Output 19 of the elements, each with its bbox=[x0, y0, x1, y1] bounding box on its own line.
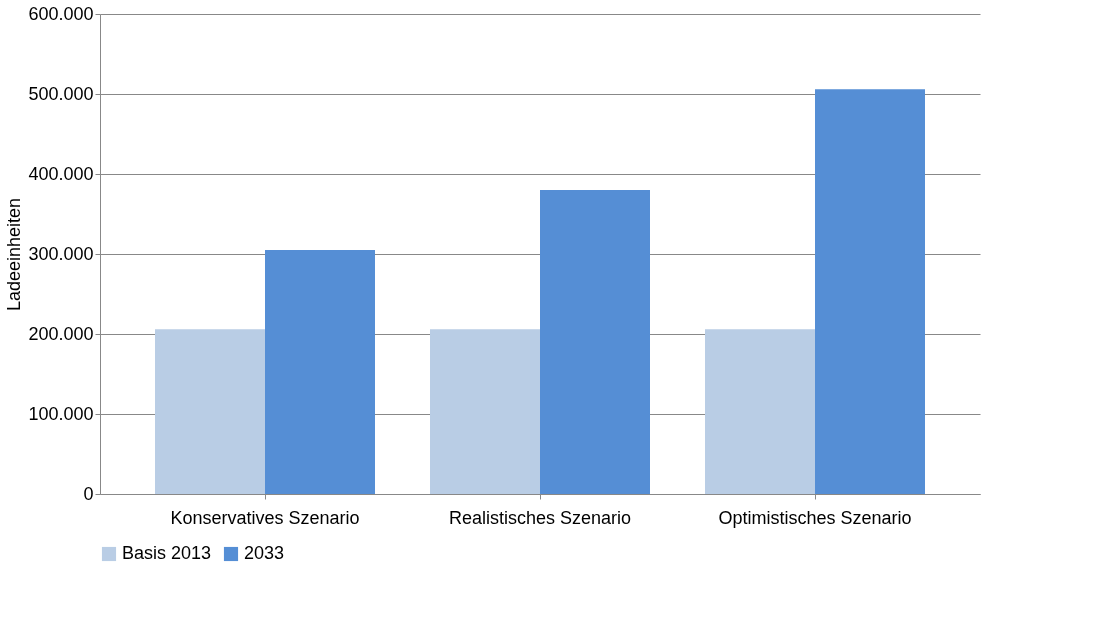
y-tick-label: 200.000 bbox=[28, 323, 94, 344]
bar bbox=[265, 250, 375, 494]
y-axis-title: Ladeeinheiten bbox=[4, 197, 25, 312]
x-tick-label: Optimistisches Szenario bbox=[718, 507, 912, 528]
bar bbox=[430, 329, 540, 494]
legend-label: 2033 bbox=[244, 543, 285, 563]
y-tick-label: 0 bbox=[83, 483, 94, 504]
x-tick-label: Realistisches Szenario bbox=[448, 507, 632, 528]
bar bbox=[705, 329, 815, 494]
x-tick-label: Konservatives Szenario bbox=[170, 507, 360, 528]
y-tick-label: 500.000 bbox=[28, 83, 94, 104]
y-tick-label: 300.000 bbox=[28, 243, 94, 264]
legend-label: Basis 2013 bbox=[122, 543, 212, 563]
bar bbox=[155, 329, 265, 494]
bar bbox=[540, 190, 650, 494]
y-tick-label: 400.000 bbox=[28, 163, 94, 184]
y-tick-label: 100.000 bbox=[28, 403, 94, 424]
bar bbox=[815, 89, 925, 494]
y-tick-label: 600.000 bbox=[28, 3, 94, 24]
